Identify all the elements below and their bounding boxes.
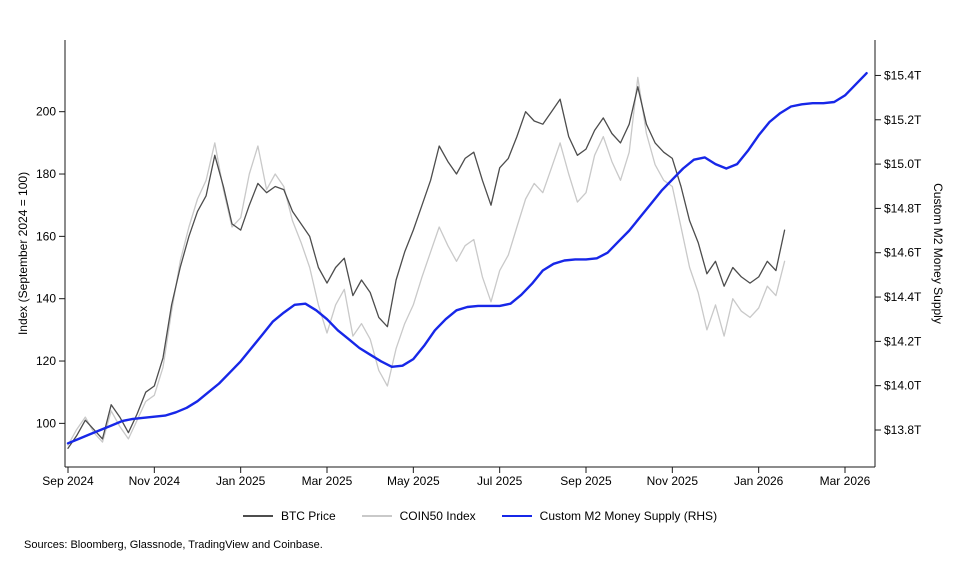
series-m2-money-supply xyxy=(66,71,868,445)
x-axis-tick-label: Nov 2025 xyxy=(647,474,699,488)
left-axis-tick-label: 200 xyxy=(36,105,56,119)
right-axis-tick-label: $14.6T xyxy=(884,246,922,260)
right-axis-tick-label: $15.4T xyxy=(884,68,922,82)
line-chart: 100 120 140 160 180 200 $13.8T $14.0T $14.2T $14.… xyxy=(16,40,945,488)
x-axis-tick-label: Nov 2024 xyxy=(129,474,181,488)
left-axis-tick-label: 100 xyxy=(36,416,56,430)
right-axis-tick-label: $15.0T xyxy=(884,157,922,171)
right-axis-tick-label: $14.4T xyxy=(884,290,922,304)
series-btc-price xyxy=(67,86,786,449)
x-axis-tick-label: Jul 2025 xyxy=(477,474,523,488)
x-axis-tick-label: Sep 2024 xyxy=(42,474,94,488)
right-axis-title: Custom M2 Money Supply xyxy=(931,183,945,324)
legend-label-m2-money-supply: Custom M2 Money Supply (RHS) xyxy=(539,509,718,523)
chart-legend: BTC Price COIN50 Index Custom M2 Money S… xyxy=(0,509,960,523)
btc-price-line-sample xyxy=(242,515,273,517)
x-axis-tick-label: May 2025 xyxy=(387,474,440,488)
legend-label-btc-price: BTC Price xyxy=(280,509,336,523)
x-axis-tick-label: Jan 2026 xyxy=(734,474,784,488)
right-axis-tick-label: $15.2T xyxy=(884,113,922,127)
series-coin50-index xyxy=(67,76,786,446)
right-axis-tick-label: $14.2T xyxy=(884,334,922,348)
m2-money-supply-line-sample xyxy=(501,515,532,517)
x-axis-tick-label: Sep 2025 xyxy=(560,474,612,488)
x-axis-tick-label: Jan 2025 xyxy=(216,474,266,488)
coin50-index-line-sample xyxy=(361,515,392,517)
left-axis-tick-label: 140 xyxy=(36,292,56,306)
legend-item-btc-price: BTC Price xyxy=(242,509,336,523)
left-axis-tick-label: 180 xyxy=(36,167,56,181)
left-axis-tick-label: 120 xyxy=(36,354,56,368)
legend-item-coin50-index: COIN50 Index xyxy=(361,509,476,523)
x-axis-tick-label: Mar 2026 xyxy=(820,474,871,488)
legend-item-m2-money-supply: Custom M2 Money Supply (RHS) xyxy=(501,509,718,523)
left-axis-tick-label: 160 xyxy=(36,229,56,243)
left-axis-title: Index (September 2024 = 100) xyxy=(16,172,30,335)
right-axis-tick-label: $14.8T xyxy=(884,201,922,215)
right-axis-tick-label: $14.0T xyxy=(884,379,922,393)
x-axis-tick-label: Mar 2025 xyxy=(302,474,353,488)
legend-label-coin50-index: COIN50 Index xyxy=(399,509,476,523)
right-axis-tick-label: $13.8T xyxy=(884,423,922,437)
source-note: Sources: Bloomberg, Glassnode, TradingVi… xyxy=(24,539,323,551)
